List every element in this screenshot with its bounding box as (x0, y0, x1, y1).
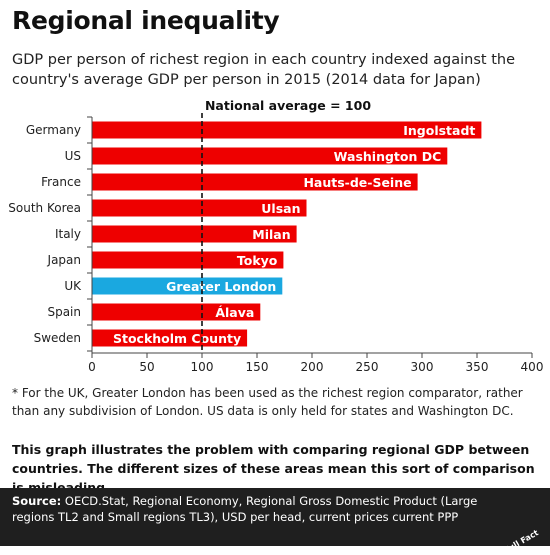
category-label: Japan (47, 253, 81, 267)
x-tick-label: 150 (246, 360, 269, 374)
bar (92, 329, 248, 347)
source-text: Source: OECD.Stat, Regional Economy, Reg… (12, 493, 492, 525)
category-label: Germany (26, 123, 81, 137)
explanatory-note: This graph illustrates the problem with … (12, 442, 535, 495)
bar (92, 225, 297, 243)
x-tick-label: 250 (356, 360, 379, 374)
bar (92, 199, 307, 217)
bar-data-label: Tokyo (237, 253, 278, 268)
category-label: US (65, 149, 81, 163)
x-axis: 0 50 100 150 200 250 300 350 400 (87, 116, 544, 374)
category-label: UK (64, 279, 82, 293)
category-label: South Korea (8, 201, 81, 215)
bar-data-label: Ingolstadt (403, 123, 475, 138)
category-label: Spain (47, 305, 81, 319)
bar (92, 277, 283, 295)
bar-data-label: Greater London (166, 279, 276, 294)
x-tick-label: 0 (88, 360, 96, 374)
x-tick-label: 300 (411, 360, 434, 374)
x-tick-label: 50 (139, 360, 154, 374)
bar (92, 121, 482, 139)
footnote: * For the UK, Greater London has been us… (12, 386, 523, 418)
bar-chart: Germany Ingolstadt US Washington DC France Ha… (8, 98, 544, 374)
category-label: Sweden (34, 331, 81, 345)
bar-data-label: Milan (252, 227, 290, 242)
bar-data-label: Stockholm County (113, 331, 241, 346)
bar-data-label: Ulsan (261, 201, 300, 216)
reference-line-label: National average = 100 (205, 98, 371, 113)
reference-line-group: National average = 100 (201, 98, 371, 353)
x-tick-label: 200 (301, 360, 324, 374)
chart-subtitle: GDP per person of richest region in each… (12, 52, 515, 88)
bar (92, 147, 448, 165)
bar (92, 251, 284, 269)
category-label: France (41, 175, 81, 189)
bar (92, 303, 261, 321)
bars-layer: Germany Ingolstadt US Washington DC France Ha… (8, 121, 482, 347)
source-label: Source: (12, 494, 62, 508)
source-bar: Source: OECD.Stat, Regional Economy, Reg… (0, 488, 550, 555)
x-tick-label: 350 (466, 360, 489, 374)
category-label: Italy (55, 227, 81, 241)
bar-data-label: Washington DC (334, 149, 442, 164)
bar-data-label: Hauts-de-Seine (303, 175, 411, 190)
bar (92, 173, 418, 191)
x-tick-label: 100 (191, 360, 214, 374)
source-body: OECD.Stat, Regional Economy, Regional Gr… (12, 494, 478, 524)
brand-name: Full Fact (502, 528, 540, 555)
full-fact-logo: Full Fact (500, 508, 544, 555)
bar-data-label: Álava (215, 305, 254, 320)
chart-title: Regional inequality (12, 6, 280, 35)
x-tick-label: 400 (521, 360, 544, 374)
